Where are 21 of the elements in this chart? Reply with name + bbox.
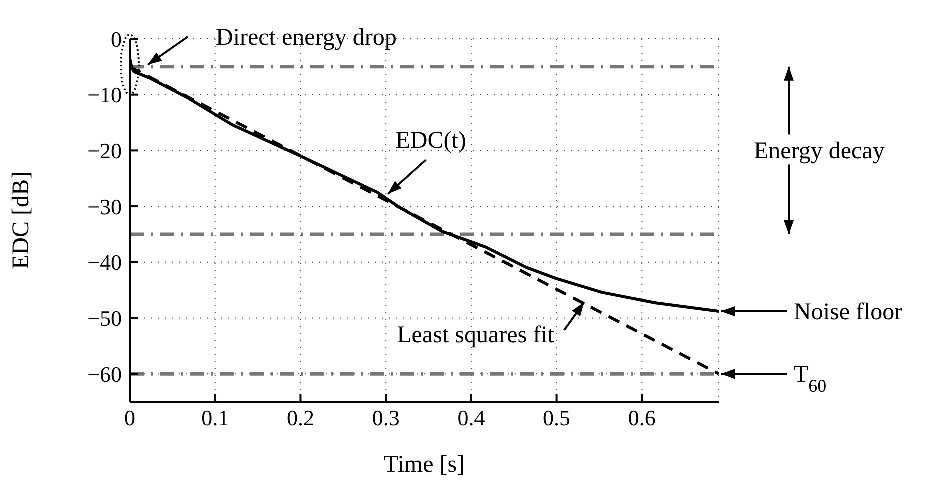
annotation: EDC(t) [396, 128, 466, 154]
x-tick-label: 0.4 [458, 406, 486, 431]
y-tick-label: 0 [111, 26, 122, 52]
y-axis-title: EDC [dB] [8, 172, 35, 270]
y-tick-label: −60 [88, 362, 122, 387]
x-tick-label: 0.2 [286, 406, 314, 431]
x-tick-label: 0.6 [628, 406, 656, 431]
y-tick-label: −40 [88, 250, 122, 276]
x-axis-title: Time [s] [384, 452, 466, 478]
annotation: Least squares fit [397, 322, 555, 348]
x-tick-label: 0.1 [202, 406, 230, 431]
annotation: Direct energy drop [216, 24, 397, 51]
y-tick-label: −30 [88, 194, 122, 220]
text: Energy decay [754, 138, 885, 165]
y-tick-label: −10 [88, 82, 122, 108]
text: Noise floor [794, 300, 903, 326]
y-tick-label: −50 [88, 306, 122, 332]
y-tick-label: −20 [88, 138, 122, 164]
x-tick-label: 0.3 [372, 406, 400, 431]
x-tick-label: 0.5 [543, 406, 571, 431]
text: T$_{60}$ [794, 362, 827, 396]
